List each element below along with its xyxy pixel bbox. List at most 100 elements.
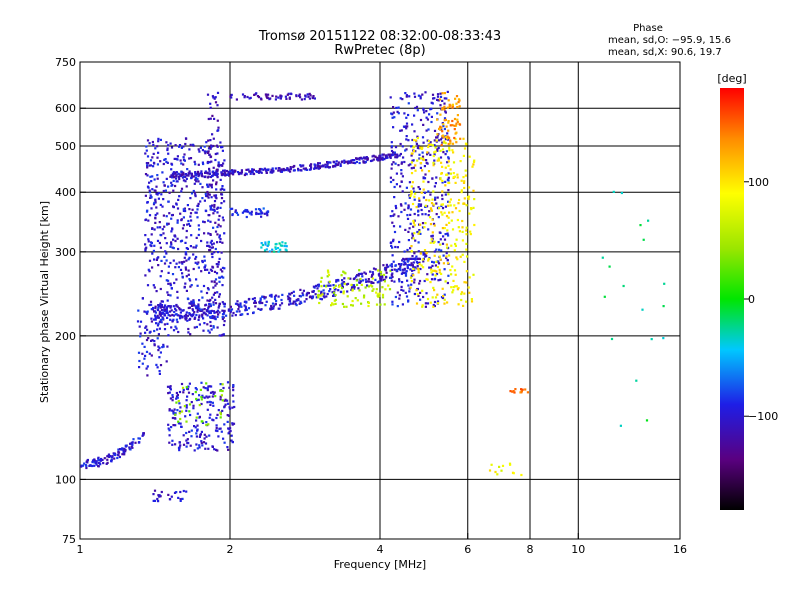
data-point bbox=[453, 269, 457, 272]
data-point bbox=[150, 242, 153, 245]
data-point bbox=[232, 422, 236, 425]
data-point bbox=[416, 137, 419, 140]
data-point bbox=[168, 429, 171, 432]
data-point bbox=[458, 99, 461, 102]
data-point bbox=[219, 240, 222, 243]
data-point bbox=[333, 293, 336, 296]
data-point bbox=[459, 137, 462, 140]
data-point bbox=[451, 228, 455, 231]
data-point bbox=[443, 97, 446, 100]
data-point bbox=[375, 288, 378, 291]
data-point bbox=[224, 403, 227, 406]
data-point bbox=[231, 423, 234, 426]
data-point bbox=[244, 172, 247, 175]
data-point bbox=[397, 112, 400, 115]
data-point bbox=[411, 232, 414, 235]
data-point bbox=[431, 264, 434, 267]
data-point bbox=[513, 391, 516, 394]
data-point bbox=[206, 268, 209, 271]
data-point bbox=[455, 141, 458, 144]
data-point bbox=[184, 268, 188, 271]
data-point bbox=[305, 293, 309, 296]
data-point bbox=[184, 173, 187, 176]
data-point bbox=[433, 269, 436, 272]
data-point bbox=[442, 136, 445, 139]
data-point bbox=[161, 171, 164, 174]
data-point bbox=[206, 314, 209, 317]
data-point bbox=[195, 211, 198, 214]
data-point bbox=[194, 195, 197, 198]
data-point bbox=[406, 265, 409, 268]
data-point bbox=[222, 386, 225, 390]
data-point bbox=[391, 275, 394, 278]
data-point bbox=[375, 291, 378, 294]
data-point bbox=[232, 173, 235, 176]
data-point bbox=[354, 162, 357, 165]
data-point bbox=[383, 280, 386, 283]
colorbar-label: [deg] bbox=[717, 72, 746, 85]
data-point bbox=[456, 288, 459, 291]
data-point bbox=[212, 137, 215, 140]
data-point bbox=[321, 293, 324, 296]
data-point bbox=[185, 431, 188, 435]
data-point bbox=[150, 354, 153, 357]
data-point bbox=[209, 106, 212, 109]
data-point bbox=[297, 169, 300, 172]
data-point bbox=[427, 190, 430, 193]
data-point bbox=[396, 305, 399, 308]
data-point bbox=[391, 272, 394, 275]
data-point bbox=[442, 254, 445, 257]
data-point bbox=[385, 266, 388, 269]
data-point bbox=[187, 174, 190, 177]
data-point bbox=[138, 366, 141, 369]
data-point bbox=[179, 406, 182, 409]
data-point bbox=[377, 156, 380, 159]
data-point bbox=[218, 236, 221, 239]
data-point bbox=[394, 264, 397, 267]
data-point bbox=[453, 204, 456, 207]
data-point bbox=[344, 272, 347, 275]
data-point bbox=[329, 284, 332, 287]
data-point bbox=[176, 320, 179, 324]
data-point bbox=[417, 250, 420, 253]
data-point bbox=[216, 174, 219, 177]
data-point bbox=[378, 292, 381, 295]
data-point bbox=[431, 218, 434, 221]
data-point bbox=[304, 167, 307, 170]
data-point bbox=[260, 246, 263, 249]
data-point bbox=[424, 222, 427, 225]
data-point bbox=[157, 151, 160, 154]
data-point bbox=[410, 154, 413, 157]
data-point bbox=[190, 234, 193, 237]
data-point bbox=[264, 296, 267, 299]
data-point bbox=[339, 284, 342, 287]
data-point bbox=[272, 305, 275, 308]
data-point bbox=[219, 395, 222, 398]
data-point bbox=[418, 229, 421, 232]
data-point bbox=[347, 277, 350, 280]
data-point bbox=[204, 264, 207, 267]
data-point bbox=[418, 187, 421, 191]
data-point bbox=[447, 136, 450, 139]
data-point bbox=[433, 240, 436, 243]
data-point bbox=[181, 309, 184, 312]
data-point bbox=[168, 391, 171, 394]
data-point bbox=[205, 194, 208, 198]
data-point bbox=[399, 142, 402, 146]
data-point bbox=[390, 145, 394, 148]
data-point bbox=[446, 132, 449, 135]
data-point bbox=[223, 309, 226, 312]
data-point bbox=[159, 138, 162, 141]
data-point bbox=[223, 170, 226, 173]
data-point bbox=[402, 257, 405, 260]
data-point bbox=[246, 209, 249, 212]
data-point bbox=[173, 176, 176, 179]
data-point bbox=[199, 172, 202, 175]
data-point bbox=[444, 110, 447, 113]
data-point bbox=[352, 161, 355, 164]
data-point bbox=[286, 295, 290, 298]
data-point bbox=[257, 208, 261, 211]
data-point bbox=[413, 281, 416, 284]
data-point bbox=[151, 140, 154, 144]
data-point bbox=[185, 420, 188, 423]
